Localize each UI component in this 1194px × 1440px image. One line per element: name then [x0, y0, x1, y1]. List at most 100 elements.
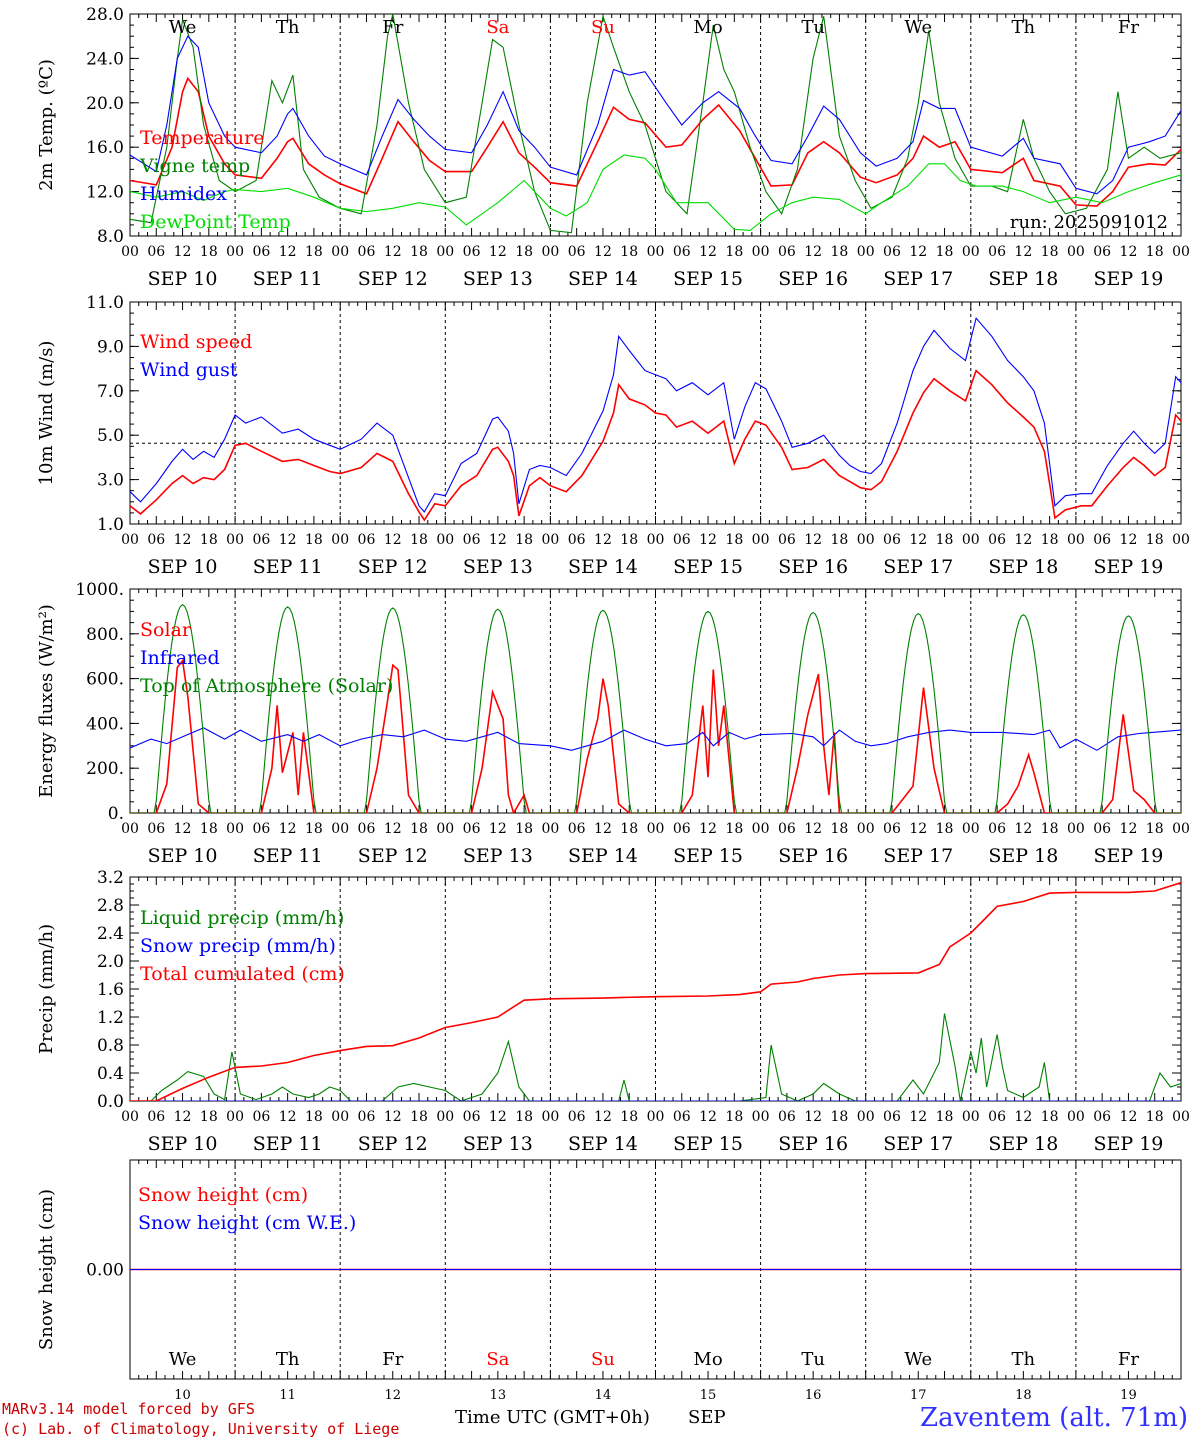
- date-label: SEP 16: [778, 845, 848, 867]
- hour-tick-label: 06: [673, 1109, 691, 1125]
- y-tick-label: 2.4: [97, 924, 124, 944]
- day-name-label: Sa: [486, 1349, 509, 1370]
- hour-tick-label: 00: [857, 821, 875, 837]
- hour-tick-label: 00: [121, 1109, 139, 1125]
- day-name-label: Th: [276, 1349, 300, 1370]
- y-tick-label: 9.0: [97, 337, 124, 357]
- hour-tick-label: 06: [147, 532, 165, 548]
- date-label: SEP 18: [988, 1133, 1058, 1155]
- hour-tick-label: 12: [279, 532, 297, 548]
- y-tick-label: 200.: [86, 759, 124, 779]
- hour-tick-label: 18: [515, 244, 533, 260]
- date-label: SEP 12: [358, 845, 428, 867]
- hour-tick-label: 00: [752, 1109, 770, 1125]
- hour-tick-label: 18: [831, 244, 849, 260]
- hour-tick-label: 06: [673, 244, 691, 260]
- hour-tick-label: 12: [1014, 244, 1032, 260]
- date-label: SEP 17: [883, 1133, 953, 1155]
- hour-tick-label: 06: [252, 1109, 270, 1125]
- hour-tick-label: 12: [804, 244, 822, 260]
- day-name-label: Fr: [382, 17, 403, 38]
- hour-tick-label: 18: [410, 821, 428, 837]
- hour-tick-label: 06: [988, 244, 1006, 260]
- hour-tick-label: 00: [436, 821, 454, 837]
- y-axis-label: Snow height (cm): [36, 1189, 57, 1350]
- hour-tick-label: 12: [699, 1109, 717, 1125]
- panel-5: 0.00 Snow height (cm) Snow height (cm) Snow…: [36, 1159, 1182, 1403]
- day-name-label: We: [904, 17, 932, 38]
- hour-tick-label: 00: [752, 244, 770, 260]
- series-line-solar: [130, 658, 1181, 813]
- hour-tick-label: 12: [594, 244, 612, 260]
- day-name-label: Fr: [1118, 17, 1139, 38]
- date-label: SEP 19: [1094, 1133, 1164, 1155]
- panel-2: 1.0 3.0 5.0 7.0 9.0 11.0 10m Wind (m/s) Wind sp…: [36, 293, 1190, 578]
- y-tick-label: 400.: [86, 714, 124, 734]
- hour-tick-label: 12: [384, 532, 402, 548]
- hour-tick-label: 12: [384, 821, 402, 837]
- panel-3: 0. 200. 400. 600. 800. 1000. Energy fluxes (W/…: [36, 580, 1190, 867]
- y-axis-label: 10m Wind (m/s): [36, 341, 57, 486]
- hour-tick-label: 18: [1041, 1109, 1059, 1125]
- hour-tick-label: 00: [962, 244, 980, 260]
- date-label: SEP 14: [568, 268, 638, 290]
- date-label: SEP 15: [673, 845, 743, 867]
- plot-frame: [129, 588, 1182, 814]
- date-label: SEP 16: [778, 268, 848, 290]
- run-annotation: run: 2025091012: [1010, 212, 1168, 233]
- hour-tick-label: 00: [121, 244, 139, 260]
- legend-entry: Snow precip (mm/h): [140, 935, 336, 957]
- series-line-infrared: [130, 727, 1181, 751]
- date-label: SEP 14: [568, 1133, 638, 1155]
- hour-tick-label: 12: [1120, 1109, 1138, 1125]
- hour-tick-label: 06: [988, 821, 1006, 837]
- hour-tick-label: 00: [436, 532, 454, 548]
- hour-tick-label: 06: [1093, 244, 1111, 260]
- hour-tick-label: 06: [358, 821, 376, 837]
- date-label: SEP 18: [988, 556, 1058, 578]
- hour-tick-label: 00: [541, 1109, 559, 1125]
- hour-tick-label: 12: [174, 244, 192, 260]
- hour-tick-label: 18: [936, 1109, 954, 1125]
- hour-tick-label: 00: [962, 1109, 980, 1125]
- hour-tick-label: 12: [279, 821, 297, 837]
- hour-tick-label: 00: [1067, 244, 1085, 260]
- hour-tick-label: 00: [1067, 821, 1085, 837]
- y-tick-label: 0.00: [86, 1261, 124, 1281]
- day-number-label: 17: [910, 1388, 927, 1403]
- hour-tick-label: 12: [1120, 532, 1138, 548]
- series-line-temperature: [130, 76, 1181, 207]
- date-label: SEP 13: [463, 845, 533, 867]
- series-line-dewpoint-temp: [130, 154, 1181, 231]
- hour-tick-label: 12: [384, 1109, 402, 1125]
- hour-tick-label: 00: [331, 244, 349, 260]
- hour-tick-label: 12: [1120, 821, 1138, 837]
- hour-tick-label: 00: [121, 532, 139, 548]
- hour-tick-label: 18: [620, 1109, 638, 1125]
- credit-line-1: MARv3.14 model forced by GFS: [2, 1400, 255, 1418]
- y-tick-label: 0.4: [97, 1064, 124, 1084]
- series-line-wind-gust: [130, 316, 1181, 513]
- hour-tick-label: 12: [174, 1109, 192, 1125]
- hour-tick-label: 06: [673, 532, 691, 548]
- day-name-label: We: [169, 1349, 197, 1370]
- date-label: SEP 11: [253, 556, 323, 578]
- hour-tick-label: 06: [778, 532, 796, 548]
- hour-tick-label: 00: [331, 821, 349, 837]
- hour-tick-label: 18: [410, 532, 428, 548]
- date-label: SEP 13: [463, 556, 533, 578]
- y-tick-label: 7.0: [97, 382, 124, 402]
- hour-tick-label: 06: [988, 532, 1006, 548]
- series-line-vigne-temp: [130, 14, 1181, 234]
- hour-tick-label: 06: [252, 821, 270, 837]
- hour-tick-label: 18: [831, 821, 849, 837]
- day-name-label: Mo: [693, 1349, 722, 1370]
- hour-tick-label: 06: [883, 1109, 901, 1125]
- hour-tick-label: 12: [804, 532, 822, 548]
- day-name-label: Tu: [801, 17, 825, 38]
- hour-tick-label: 12: [909, 1109, 927, 1125]
- hour-tick-label: 12: [594, 821, 612, 837]
- hour-tick-label: 06: [673, 821, 691, 837]
- hour-tick-label: 18: [620, 821, 638, 837]
